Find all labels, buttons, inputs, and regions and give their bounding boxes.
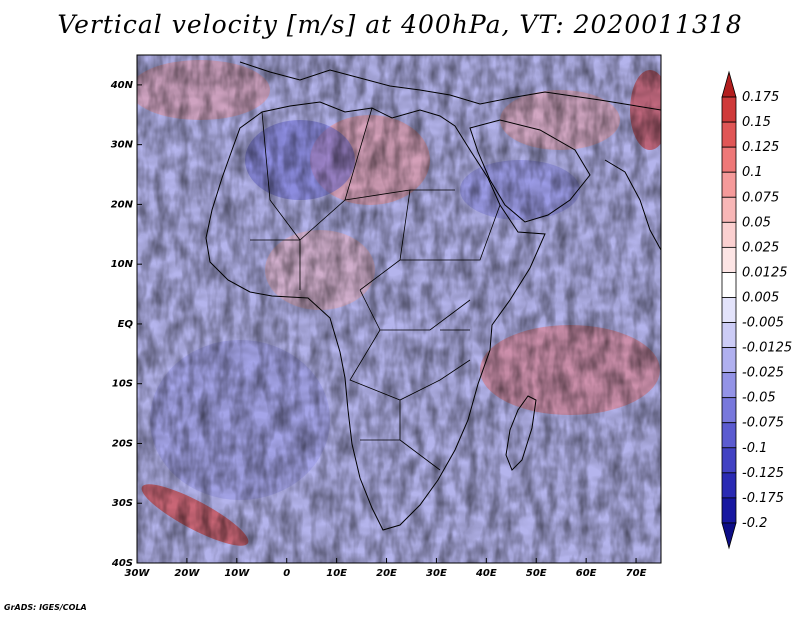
colorbar-label: -0.025 bbox=[742, 366, 784, 381]
colorbar-label: 0.075 bbox=[742, 190, 779, 205]
colorbar-segment bbox=[721, 422, 737, 449]
lat-tick-label: 10N bbox=[111, 259, 134, 270]
colorbar-label: 0.05 bbox=[742, 215, 771, 230]
plot-title: Vertical velocity [m/s] at 400hPa, VT: 2… bbox=[57, 10, 743, 39]
lat-tick-label: 40S bbox=[111, 558, 133, 569]
colorbar-label: -0.1 bbox=[742, 441, 767, 456]
colorbar-segment bbox=[721, 246, 737, 273]
madagascar-coastline bbox=[505, 395, 537, 471]
colorbar-segment bbox=[721, 472, 737, 499]
colorbar-segment bbox=[721, 497, 737, 524]
lat-tick-label: 30S bbox=[112, 498, 133, 509]
longitude-axis: 30W 20W 10W 0 10E 20E 30E 40E 50E 60E 70E bbox=[125, 558, 647, 579]
arabia-coastline bbox=[469, 119, 591, 223]
colorbar-segment bbox=[721, 146, 737, 173]
lon-tick-label: 70E bbox=[626, 568, 647, 579]
lat-tick-label: 10S bbox=[112, 379, 133, 390]
africa-coastline bbox=[205, 101, 546, 531]
colorbar-top-triangle bbox=[721, 70, 737, 98]
colorbar: 0.175 0.15 0.125 0.1 0.075 0.05 0.025 0.0125 0.0… bbox=[721, 70, 792, 550]
colorbar-label: -0.005 bbox=[742, 316, 784, 331]
grads-credit: GrADS: IGES/COLA bbox=[4, 603, 87, 612]
lat-tick-label: EQ bbox=[118, 319, 134, 330]
coastlines bbox=[205, 61, 661, 531]
colorbar-label: 0.005 bbox=[742, 290, 779, 305]
colorbar-label: 0.1 bbox=[742, 165, 763, 180]
colorbar-label: -0.175 bbox=[742, 491, 784, 506]
colorbar-label: -0.125 bbox=[742, 466, 784, 481]
colorbar-segment bbox=[721, 221, 737, 248]
lon-tick-label: 10W bbox=[224, 568, 250, 579]
colorbar-bottom-triangle bbox=[721, 522, 737, 550]
colorbar-label: 0.025 bbox=[742, 240, 779, 255]
colorbar-segment bbox=[721, 397, 737, 424]
lon-tick-label: 10E bbox=[326, 568, 347, 579]
europe-coastline bbox=[239, 61, 661, 111]
lon-tick-label: 50E bbox=[526, 568, 547, 579]
lat-tick-label: 20S bbox=[112, 438, 133, 449]
india-coastline bbox=[604, 159, 661, 251]
lon-tick-label: 40E bbox=[475, 568, 497, 579]
colorbar-segment bbox=[721, 121, 737, 148]
colorbar-label: 0.15 bbox=[742, 115, 771, 130]
colorbar-label: 0.125 bbox=[742, 140, 779, 155]
colorbar-segment bbox=[721, 196, 737, 223]
lon-tick-label: 30E bbox=[426, 568, 447, 579]
colorbar-label: -0.2 bbox=[742, 516, 767, 531]
colorbar-segment bbox=[721, 372, 737, 399]
colorbar-segment bbox=[721, 322, 737, 348]
lat-tick-label: 30N bbox=[111, 140, 134, 151]
latitude-axis: 40N 30N 20N 10N EQ 10S 20S 30S 40S bbox=[110, 80, 142, 569]
colorbar-segment bbox=[721, 171, 737, 198]
colorbar-label: -0.05 bbox=[742, 391, 776, 406]
lat-tick-label: 20N bbox=[111, 199, 134, 210]
map-frame bbox=[136, 54, 662, 564]
colorbar-label: -0.075 bbox=[742, 416, 784, 431]
lon-tick-label: 60E bbox=[576, 568, 597, 579]
colorbar-segment bbox=[721, 272, 737, 298]
colorbar-segment bbox=[721, 297, 737, 323]
colorbar-segment bbox=[721, 447, 737, 474]
colorbar-label: 0.175 bbox=[742, 90, 779, 105]
colorbar-label: -0.0125 bbox=[742, 341, 792, 356]
country-borders bbox=[250, 107, 501, 471]
colorbar-segment bbox=[721, 96, 737, 123]
lon-tick-label: 30W bbox=[125, 568, 151, 579]
colorbar-segment bbox=[721, 347, 737, 374]
lat-tick-label: 40N bbox=[110, 80, 134, 91]
lon-tick-label: 0 bbox=[283, 568, 290, 579]
lon-tick-label: 20E bbox=[376, 568, 397, 579]
lon-tick-label: 20W bbox=[174, 568, 200, 579]
colorbar-label: 0.0125 bbox=[742, 265, 788, 280]
velocity-field bbox=[137, 55, 661, 563]
